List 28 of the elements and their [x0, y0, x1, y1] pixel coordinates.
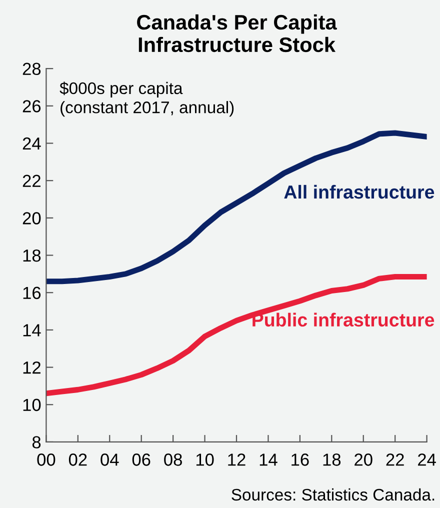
x-tick-label: 10 — [196, 454, 214, 466]
y-tick-label: 14 — [23, 324, 41, 336]
x-tick-label: 00 — [37, 454, 56, 466]
annotation: $000s per capita (constant 2017, annual) — [60, 82, 234, 117]
y-tick-label: 16 — [23, 286, 41, 300]
x-tick-label: 18 — [323, 454, 341, 466]
x-tick-label: 04 — [100, 454, 119, 466]
y-tick-label: 28 — [22, 62, 41, 76]
x-tick-label: 02 — [68, 454, 87, 466]
y-tick-label: 18 — [23, 249, 41, 262]
y-tick-label: 20 — [22, 212, 41, 224]
y-tick-label: 24 — [22, 137, 41, 150]
y-tick-label: 26 — [22, 100, 41, 112]
x-tick-label: 14 — [260, 454, 278, 466]
y-tick-label: 12 — [23, 361, 40, 374]
x-tick-label: 16 — [292, 454, 309, 466]
x-tick-label: 06 — [132, 454, 150, 466]
series-label: All infrastructure — [284, 184, 434, 199]
x-tick-label: 12 — [228, 454, 246, 466]
chart-title: Canada's Per Capita Infrastructure Stock — [137, 14, 337, 52]
x-tick-label: 24 — [418, 454, 436, 466]
x-tick-label: 20 — [354, 454, 372, 466]
source-note: Sources: Statistics Canada. — [232, 488, 434, 501]
y-tick-label: 8 — [32, 436, 41, 448]
y-tick-label: 10 — [23, 398, 41, 412]
x-tick-label: 08 — [164, 454, 182, 466]
x-tick-label: 22 — [386, 454, 404, 466]
y-tick-label: 22 — [22, 174, 40, 187]
